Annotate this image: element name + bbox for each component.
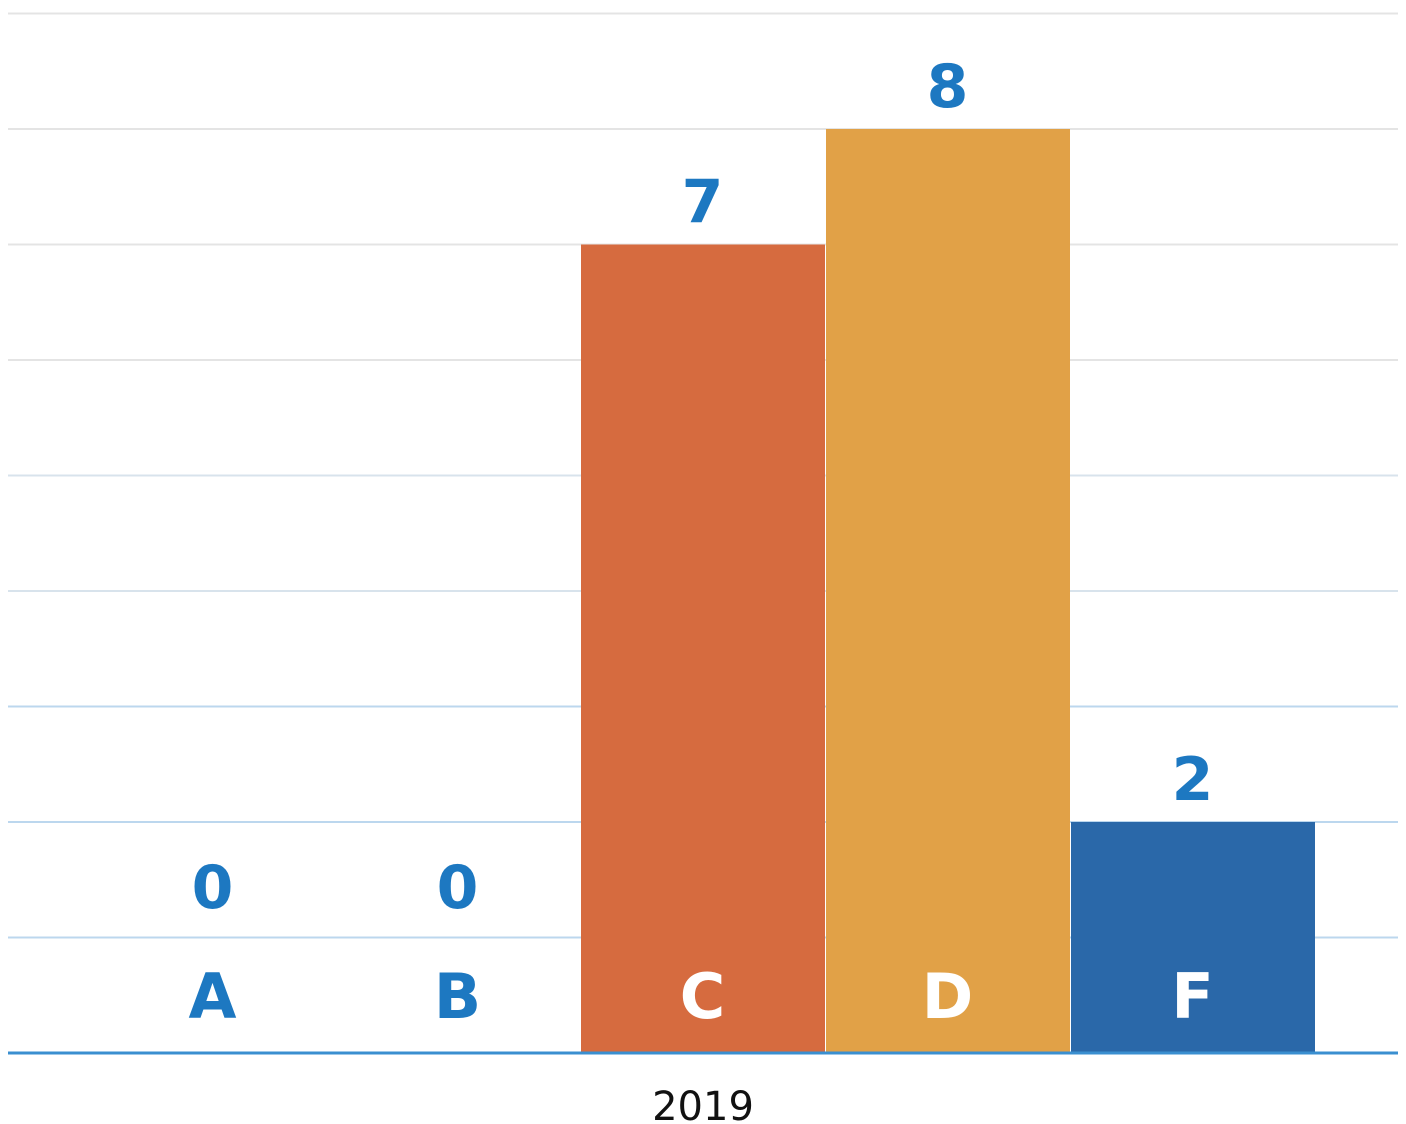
x-axis-label: 2019: [652, 1084, 754, 1124]
category-label-b: B: [434, 960, 481, 1033]
category-label-c: C: [680, 960, 726, 1033]
value-label-d: 8: [927, 52, 969, 122]
value-label-c: 7: [682, 168, 724, 238]
category-label-d: D: [922, 960, 973, 1033]
bars: [581, 129, 1315, 1053]
category-label-f: F: [1171, 960, 1213, 1033]
bar-c: [581, 244, 825, 1053]
value-labels: 0 0 7 8 2: [192, 52, 1214, 923]
bar-f: [1071, 822, 1315, 1053]
bar-d: [826, 129, 1070, 1053]
category-label-a: A: [189, 960, 237, 1033]
value-label-a: 0: [192, 853, 234, 923]
value-label-f: 2: [1172, 745, 1214, 815]
value-label-b: 0: [437, 853, 479, 923]
